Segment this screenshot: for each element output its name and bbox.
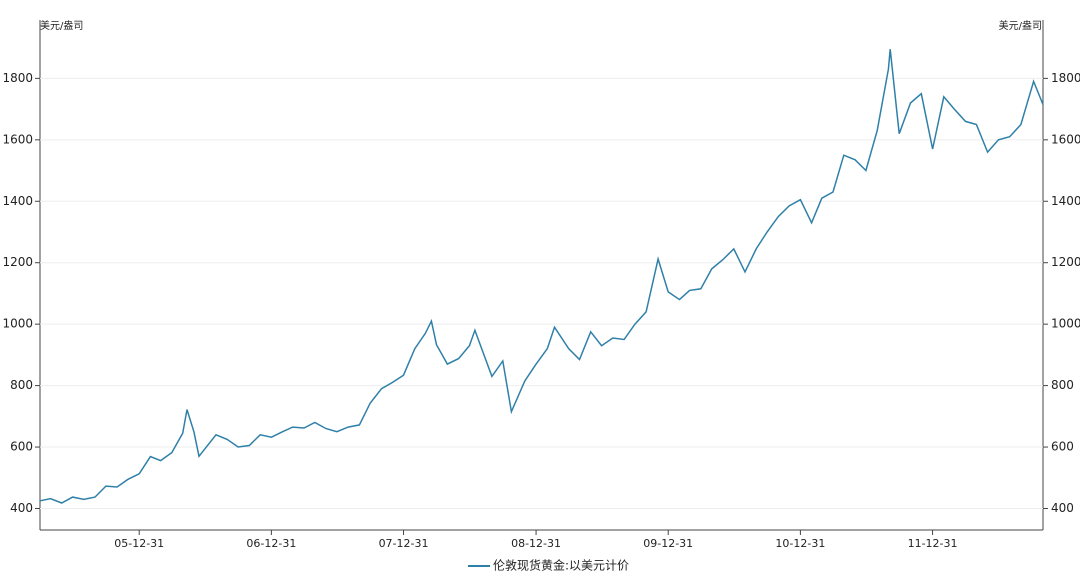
x-tick-label: 05-12-31 [114, 537, 164, 550]
y2-tick-label: 1400 [1051, 194, 1080, 208]
y-tick-label: 1200 [2, 255, 33, 269]
x-tick-label: 09-12-31 [643, 537, 693, 550]
x-tick-label: 11-12-31 [908, 537, 958, 550]
y2-tick-label: 800 [1051, 378, 1074, 392]
y2-tick-label: 600 [1051, 440, 1074, 454]
y2-tick-label: 1800 [1051, 71, 1080, 85]
x-tick-label: 07-12-31 [379, 537, 429, 550]
y-tick-label: 800 [10, 378, 33, 392]
y2-tick-label: 1600 [1051, 132, 1080, 146]
x-tick-label: 10-12-31 [775, 537, 825, 550]
x-tick-label: 08-12-31 [511, 537, 561, 550]
y-tick-label: 1800 [2, 71, 33, 85]
y-tick-label: 600 [10, 440, 33, 454]
y2-tick-label: 1000 [1051, 317, 1080, 331]
y-axis-label: 美元/盎司 [40, 19, 83, 32]
y-tick-label: 1000 [2, 317, 33, 331]
y-tick-label: 400 [10, 501, 33, 515]
y2-axis-label: 美元/盎司 [999, 19, 1042, 32]
y2-tick-label: 400 [1051, 501, 1074, 515]
legend-label: 伦敦现货黄金:以美元计价 [493, 558, 629, 573]
series-line [39, 49, 1044, 504]
x-tick-label: 06-12-31 [246, 537, 296, 550]
y-tick-label: 1600 [2, 132, 33, 146]
y-tick-label: 1400 [2, 194, 33, 208]
y2-tick-label: 1200 [1051, 255, 1080, 269]
